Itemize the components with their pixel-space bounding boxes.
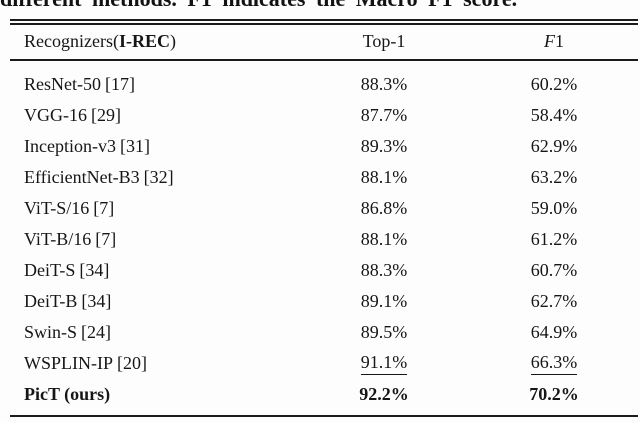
top-rule [10,19,638,25]
table-row: DeiT-S [34] 88.3% 60.7% [10,255,638,286]
top1-cell: 89.1% [360,290,408,311]
top1-cell: 88.3% [360,73,408,94]
top1-cell: 92.2% [359,383,409,404]
f1-cell: 63.2% [530,166,578,187]
table-row: Inception-v3 [31] 89.3% 62.9% [10,131,638,162]
table-row: DeiT-B [34] 89.1% 62.7% [10,286,638,317]
recognizer-name: PicT (ours) [24,383,111,404]
table-caption-clipped: different methods. F1 indicates the Macr… [0,0,640,9]
recognizer-cell: ViT-B/16 [7] [10,229,286,250]
recognizer-cell: PicT (ours) [10,384,286,405]
citation: [31] [119,135,150,156]
f1-cell: 60.7% [530,259,578,280]
caption-text: different methods. F1 indicates the Macr… [0,0,640,9]
citation: [24] [81,321,112,342]
table-body: ResNet-50 [17] 88.3% 60.2% VGG-16 [29] 87.… [10,61,638,415]
citation: [32] [143,166,174,187]
table-row-ours: PicT (ours) 92.2% 70.2% [10,379,638,410]
header-f1-italic: F [544,31,555,52]
recognizer-name: WSPLIN-IP [24,352,113,373]
f1-cell: 70.2% [529,383,579,404]
recognizer-name: DeiT-B [24,290,78,311]
recognizer-cell: VGG-16 [29] [10,105,286,126]
underlined-value: 66.3% [530,352,578,375]
header-recognizers-post: ) [169,31,176,52]
f1-cell: 64.9% [530,321,578,342]
recognizer-name: Inception-v3 [24,135,116,156]
table-header-row: Recognizers(I-REC) Top-1 F1 [10,25,638,59]
recognizer-cell: DeiT-B [34] [10,291,286,312]
table-row: ViT-B/16 [7] 88.1% 61.2% [10,224,638,255]
top1-cell: 88.1% [360,228,408,249]
bottom-rule [10,414,638,418]
top1-cell: 88.1% [360,166,408,187]
f1-cell: 60.2% [530,73,578,94]
table-row-second-best: WSPLIN-IP [20] 91.1% 66.3% [10,348,638,379]
header-rule [10,58,638,61]
f1-cell: 59.0% [530,197,578,218]
top-rule-line [10,19,638,21]
citation: [34] [79,259,110,280]
header-recognizers: Recognizers(I-REC) [10,31,286,52]
recognizer-name: VGG-16 [24,104,87,125]
recognizer-cell: Inception-v3 [31] [10,136,286,157]
results-table: Recognizers(I-REC) Top-1 F1 ResNet-50 [17… [10,19,638,418]
table-row: ResNet-50 [17] 88.3% 60.2% [10,69,638,100]
citation: [17] [104,73,135,94]
top1-cell: 91.1% [286,352,482,375]
recognizer-cell: DeiT-S [34] [10,260,286,281]
header-top1: Top-1 [362,31,406,52]
top-rule-line [10,22,638,25]
f1-cell: 58.4% [530,104,578,125]
f1-cell: 66.3% [482,352,638,375]
recognizer-name: Swin-S [24,321,78,342]
top1-cell: 87.7% [360,104,408,125]
recognizer-cell: EfficientNet-B3 [32] [10,167,286,188]
citation: [34] [81,290,112,311]
recognizer-cell: WSPLIN-IP [20] [10,353,286,374]
table-row: EfficientNet-B3 [32] 88.1% 63.2% [10,162,638,193]
f1-cell: 62.7% [530,290,578,311]
recognizer-name: ViT-S/16 [24,197,90,218]
underlined-value: 91.1% [360,352,408,375]
recognizer-name: DeiT-S [24,259,76,280]
header-recognizers-pre: Recognizers( [24,31,119,52]
header-f1: F1 [482,31,638,52]
recognizer-cell: Swin-S [24] [10,322,286,343]
table-row: ViT-S/16 [7] 86.8% 59.0% [10,193,638,224]
citation: [20] [117,352,147,373]
recognizer-name: EfficientNet-B3 [24,166,140,187]
header-f1-num: 1 [555,31,564,52]
recognizer-name: ViT-B/16 [24,228,92,249]
citation: [7] [93,197,115,218]
f1-cell: 61.2% [530,228,578,249]
citation: [7] [95,228,117,249]
citation: [29] [91,104,121,125]
top1-cell: 89.3% [360,135,408,156]
f1-cell: 62.9% [530,135,578,156]
recognizer-cell: ViT-S/16 [7] [10,198,286,219]
top1-cell: 86.8% [360,197,408,218]
table-row: VGG-16 [29] 87.7% 58.4% [10,100,638,131]
recognizer-cell: ResNet-50 [17] [10,74,286,95]
header-recognizers-bold: I-REC [118,31,170,52]
top1-cell: 89.5% [360,321,408,342]
table-row: Swin-S [24] 89.5% 64.9% [10,317,638,348]
top1-cell: 88.3% [360,259,408,280]
recognizer-name: ResNet-50 [24,73,101,94]
